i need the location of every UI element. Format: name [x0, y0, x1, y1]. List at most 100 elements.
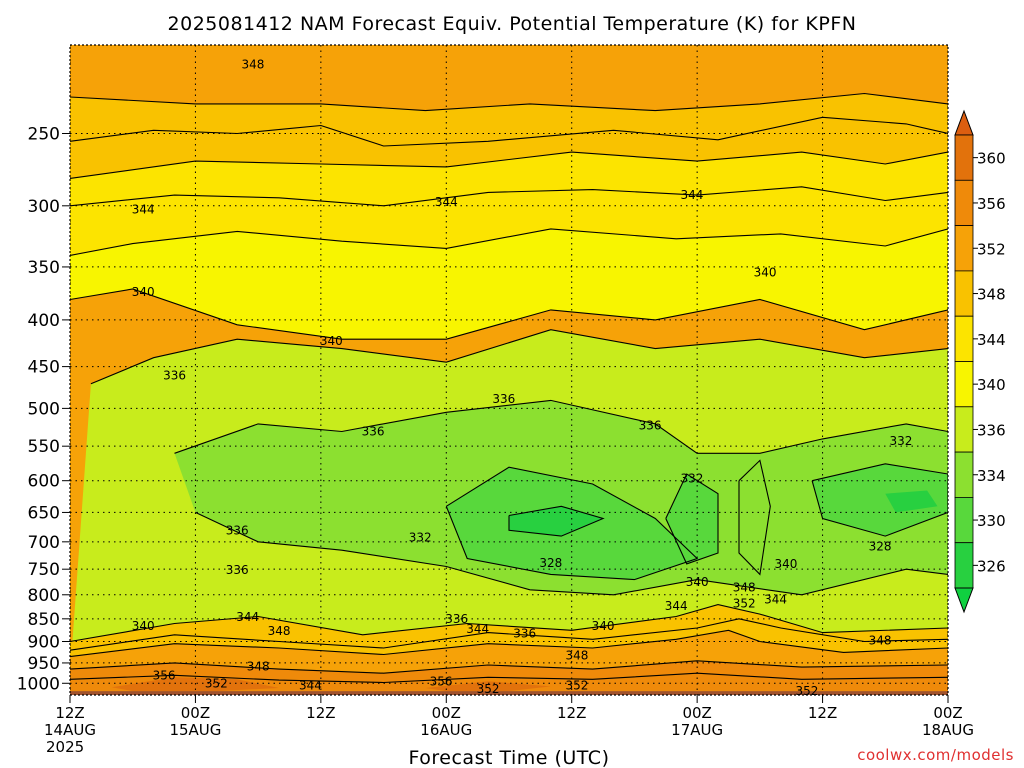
theta-e-band — [70, 228, 948, 340]
contour-label: 348 — [268, 624, 291, 638]
contour-label: 352 — [205, 676, 228, 690]
contour-label: 340 — [686, 575, 709, 589]
contour-line — [70, 116, 948, 147]
y-tick-label: 350 — [28, 258, 60, 278]
contour-label: 336 — [226, 523, 249, 537]
y-tick-label: 700 — [28, 533, 60, 553]
contour-line — [445, 466, 699, 581]
colorbar-label: 336 — [977, 421, 1006, 439]
colorbar-label: 330 — [977, 512, 1006, 530]
y-tick-label: 900 — [28, 632, 60, 652]
contour-label: 344 — [299, 678, 322, 692]
contour-label: 340 — [754, 266, 777, 280]
contour-line — [738, 459, 771, 576]
y-tick-label: 950 — [28, 654, 60, 674]
y-tick-label: 850 — [28, 610, 60, 630]
x-tick-label: 2025 — [46, 738, 84, 756]
colorbar-swatch — [954, 225, 974, 272]
contour-line — [70, 228, 948, 256]
y-tick-label: 300 — [28, 197, 60, 217]
x-tick-label: 00Z — [682, 704, 711, 722]
contour-label: 336 — [492, 392, 515, 406]
colorbar-swatch — [954, 542, 974, 589]
plot-area: 348 344 344 344 340 340 340 336 336 336 336 332 332 3… — [69, 44, 949, 698]
contour-label: 340 — [132, 619, 155, 633]
theta-e-band — [70, 45, 948, 111]
credit-text[interactable]: coolwx.com/models — [857, 746, 1014, 764]
contour-label: 340 — [320, 334, 343, 348]
y-tick-label: 450 — [28, 358, 60, 378]
x-tick-label: 12Z — [306, 704, 335, 722]
contour-label: 328 — [539, 556, 562, 570]
colorbar-label: 356 — [977, 195, 1006, 213]
colorbar-over-arrow — [954, 109, 974, 136]
contour-label: 356 — [153, 668, 176, 682]
contour-label: 332 — [890, 434, 913, 448]
theta-e-band — [70, 660, 948, 692]
contour-label: 336 — [513, 626, 536, 640]
theta-e-band — [885, 490, 938, 513]
contour-label: 348 — [241, 57, 264, 71]
contour-line — [70, 672, 948, 684]
colorbar-label: 360 — [977, 150, 1006, 168]
contour-line — [70, 151, 948, 179]
theta-e-band — [70, 152, 948, 256]
y-tick-label: 1000 — [17, 674, 60, 694]
y-tick-label: 550 — [28, 437, 60, 457]
contour-label: 340 — [775, 557, 798, 571]
colorbar-under-arrow — [954, 587, 974, 614]
colorbar-swatch — [954, 315, 974, 362]
contour-label: 348 — [565, 648, 588, 662]
contour-label: 348 — [247, 659, 270, 673]
contour-label: 352 — [795, 684, 818, 698]
contour-line — [70, 288, 948, 340]
colorbar-label: 326 — [977, 557, 1006, 575]
contour-line — [70, 186, 948, 207]
colorbar-label: 334 — [977, 467, 1006, 485]
contour-label: 348 — [733, 580, 756, 594]
x-tick-label: 12Z — [55, 704, 84, 722]
contour-label: 344 — [466, 622, 489, 636]
colorbar-label: 348 — [977, 286, 1006, 304]
colorbar-swatch — [954, 179, 974, 227]
theta-e-band — [509, 506, 604, 537]
x-tick-label: 15AUG — [169, 721, 221, 739]
x-tick-label: 16AUG — [420, 721, 472, 739]
contour-label: 344 — [680, 188, 703, 202]
colorbar-swatch — [954, 406, 974, 453]
chart-title: 2025081412 NAM Forecast Equiv. Potential… — [168, 13, 857, 35]
ground-band — [70, 691, 948, 695]
colorbar-label: 352 — [977, 240, 1006, 258]
theta-e-band — [70, 93, 948, 179]
colorbar-swatch — [954, 451, 974, 498]
contour-label: 336 — [163, 368, 186, 382]
y-tick-label: 750 — [28, 560, 60, 580]
y-tick-label: 800 — [28, 586, 60, 606]
theta-e-band — [425, 681, 551, 692]
x-tick-label: 12Z — [557, 704, 586, 722]
x-tick-label: 00Z — [933, 704, 962, 722]
x-tick-label: 00Z — [181, 704, 210, 722]
contour-line — [508, 505, 605, 537]
y-tick-label: 650 — [28, 503, 60, 523]
contour-label: 344 — [764, 593, 787, 607]
colorbar-swatch — [954, 361, 974, 408]
contour-line — [174, 399, 948, 454]
contour-line — [70, 660, 948, 674]
contour-label: 340 — [592, 619, 615, 633]
x-tick-label: 18AUG — [922, 721, 974, 739]
contour-label: 328 — [869, 539, 892, 553]
contour-line — [70, 629, 948, 658]
contour-line — [195, 511, 948, 596]
colorbar-label: 340 — [977, 376, 1006, 394]
colorbar-swatch — [954, 496, 974, 544]
colorbar-swatch — [954, 134, 974, 181]
y-tick-label: 600 — [28, 472, 60, 492]
contour-label: 352 — [733, 597, 756, 611]
y-tick-label: 250 — [28, 124, 60, 144]
contour-label: 356 — [430, 674, 453, 688]
contour-label: 336 — [226, 563, 249, 577]
contour-label: 336 — [445, 612, 468, 626]
